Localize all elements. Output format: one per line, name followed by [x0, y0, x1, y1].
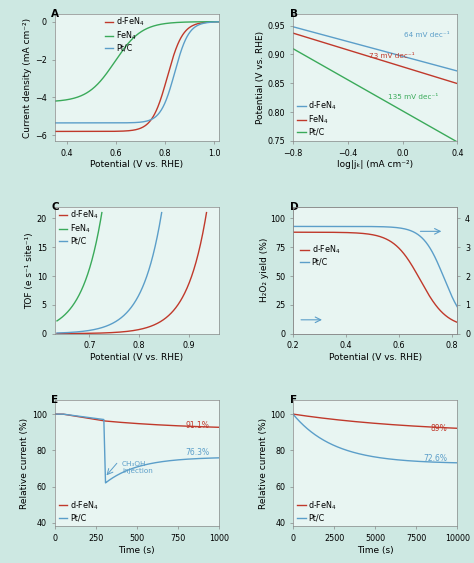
Legend: d-FeN$_4$, FeN$_4$, Pt/C: d-FeN$_4$, FeN$_4$, Pt/C	[58, 208, 99, 245]
Y-axis label: Potential (V vs. RHE): Potential (V vs. RHE)	[256, 31, 265, 124]
Text: CH₃OH
injection: CH₃OH injection	[122, 461, 153, 474]
X-axis label: Potential (V vs. RHE): Potential (V vs. RHE)	[90, 160, 183, 169]
X-axis label: Time (s): Time (s)	[357, 546, 393, 555]
Text: A: A	[51, 9, 59, 19]
Legend: d-FeN$_4$, Pt/C: d-FeN$_4$, Pt/C	[297, 499, 337, 522]
X-axis label: Potential (V vs. RHE): Potential (V vs. RHE)	[328, 353, 422, 362]
Text: 135 mV dec⁻¹: 135 mV dec⁻¹	[388, 95, 438, 100]
Y-axis label: TOF (e s⁻¹ site⁻¹): TOF (e s⁻¹ site⁻¹)	[25, 232, 34, 309]
Legend: d-FeN$_4$, FeN$_4$, Pt/C: d-FeN$_4$, FeN$_4$, Pt/C	[297, 100, 337, 137]
X-axis label: Time (s): Time (s)	[118, 546, 155, 555]
Text: D: D	[290, 202, 298, 212]
Y-axis label: Relative current (%): Relative current (%)	[20, 417, 29, 508]
Text: F: F	[290, 395, 297, 405]
Text: C: C	[51, 202, 59, 212]
Text: 72.6%: 72.6%	[424, 454, 447, 463]
Text: 76.3%: 76.3%	[185, 448, 209, 457]
Legend: d-FeN$_4$, Pt/C: d-FeN$_4$, Pt/C	[300, 243, 340, 266]
X-axis label: log|jₖ| (mA cm⁻²): log|jₖ| (mA cm⁻²)	[337, 160, 413, 169]
Legend: d-FeN$_4$, Pt/C: d-FeN$_4$, Pt/C	[58, 499, 99, 522]
Y-axis label: Relative current (%): Relative current (%)	[258, 417, 267, 508]
Text: 73 mV dec⁻¹: 73 mV dec⁻¹	[369, 53, 414, 60]
Y-axis label: Current density (mA cm⁻²): Current density (mA cm⁻²)	[23, 17, 32, 137]
Text: E: E	[51, 395, 58, 405]
Y-axis label: n: n	[473, 267, 474, 274]
Text: 91.1%: 91.1%	[185, 421, 209, 430]
Text: 64 mV dec⁻¹: 64 mV dec⁻¹	[404, 32, 450, 38]
Y-axis label: H₂O₂ yield (%): H₂O₂ yield (%)	[260, 238, 269, 302]
Text: B: B	[290, 9, 298, 19]
X-axis label: Potential (V vs. RHE): Potential (V vs. RHE)	[90, 353, 183, 362]
Legend: d-FeN$_4$, FeN$_4$, Pt/C: d-FeN$_4$, FeN$_4$, Pt/C	[105, 16, 145, 53]
Text: 89%: 89%	[431, 425, 447, 434]
